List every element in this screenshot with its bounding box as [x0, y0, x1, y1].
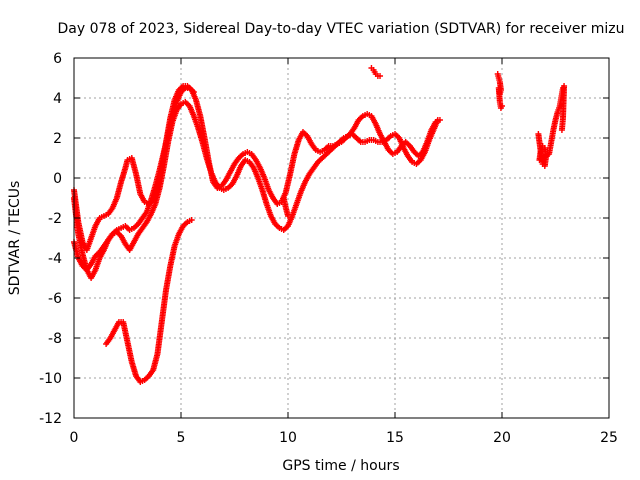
y-tick-label: -12 [39, 411, 62, 427]
x-tick-label: 10 [279, 430, 297, 446]
x-tick-label: 25 [600, 430, 618, 446]
y-axis-tick-labels: -12 -10 -8 -6 -4 -2 0 2 4 6 [39, 51, 62, 427]
chart-title: Day 078 of 2023, Sidereal Day-to-day VTE… [58, 21, 625, 37]
fragment-2-marker [499, 103, 505, 109]
y-tick-label: 6 [53, 51, 62, 67]
grid [74, 58, 609, 418]
y-tick-label: 4 [53, 91, 62, 107]
y-tick-label: -10 [39, 371, 62, 387]
data-marks [71, 65, 568, 385]
y-tick-label: -8 [48, 331, 62, 347]
y-tick-label: 0 [53, 171, 62, 187]
track-c-marker [190, 89, 197, 95]
y-axis-label: SDTVAR / TECUs [7, 181, 23, 296]
x-tick-label: 20 [493, 430, 511, 446]
fragment-3-marker [558, 127, 565, 133]
x-tick-label: 0 [70, 430, 79, 446]
plot-frame [73, 57, 610, 419]
x-axis-tick-labels: 0 5 10 15 20 25 [70, 430, 618, 446]
fragment-1-marker [377, 73, 384, 79]
y-tick-label: -2 [48, 211, 62, 227]
x-tick-label: 5 [177, 430, 186, 446]
axis-ticks [73, 57, 610, 419]
y-tick-label: 2 [53, 131, 62, 147]
y-tick-label: -4 [48, 251, 62, 267]
track-b-marker [434, 117, 441, 123]
x-tick-label: 15 [386, 430, 404, 446]
x-axis-label: GPS time / hours [282, 458, 399, 474]
y-tick-label: -6 [48, 291, 62, 307]
fragment-4-marker [285, 213, 291, 219]
track-d-marker [188, 217, 195, 223]
